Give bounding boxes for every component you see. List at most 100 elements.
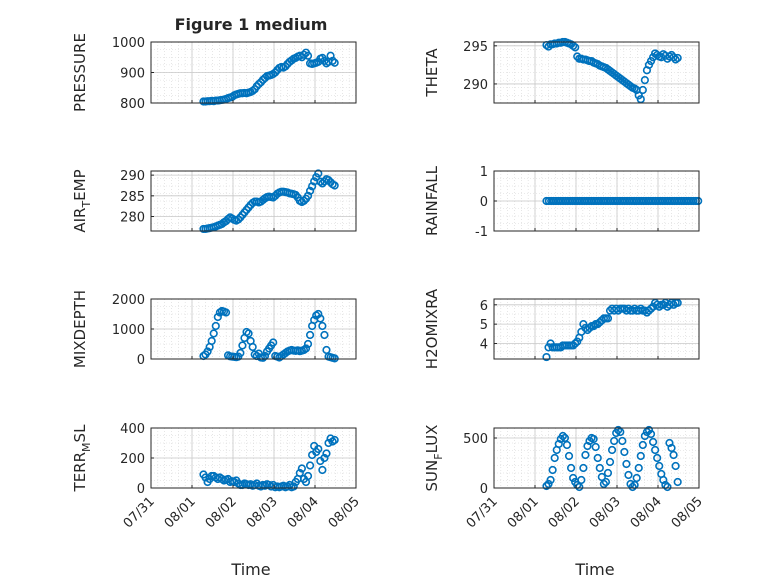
y-tick-label: 290: [120, 169, 145, 184]
data-point: [254, 79, 263, 89]
data-point: [301, 344, 311, 353]
data-point: [624, 470, 633, 480]
data-point: [305, 461, 315, 470]
data-point: [269, 338, 278, 347]
data-point: [577, 475, 586, 485]
data-point: [667, 443, 676, 453]
x-tick-label: 07/31: [121, 494, 158, 531]
data-point: [636, 304, 645, 313]
data-point: [663, 482, 672, 492]
data-point: [585, 323, 594, 333]
data-point: [642, 427, 652, 437]
data-point: [305, 330, 315, 340]
data-point: [651, 445, 660, 455]
data-point: [638, 440, 647, 450]
series-pressure: [199, 48, 339, 106]
data-point: [234, 215, 243, 224]
y-tick-label: 6: [480, 299, 488, 314]
data-point: [316, 314, 325, 323]
y-tick-label: 1: [480, 165, 488, 180]
y-tick-label: 0: [137, 353, 145, 368]
data-point: [579, 463, 588, 473]
data-point: [303, 51, 313, 60]
x-tick-label: 08/01: [505, 494, 542, 531]
series-h2omixra: [542, 298, 682, 362]
data-point: [550, 453, 559, 463]
axes-pressure: 800 900 1000 PRESSURE: [71, 33, 357, 112]
data-point: [297, 464, 306, 473]
y-tick-label: 400: [120, 422, 145, 437]
data-point: [546, 475, 555, 485]
y-axis-label: THETA: [423, 48, 441, 98]
data-point: [601, 477, 611, 487]
data-point: [673, 298, 682, 307]
data-point: [646, 429, 656, 439]
series-sun-flux: [542, 425, 682, 492]
data-point: [655, 302, 664, 311]
data-point: [295, 468, 304, 478]
data-point: [605, 457, 615, 467]
data-point: [599, 479, 608, 489]
data-point: [314, 169, 323, 178]
data-point: [673, 53, 682, 63]
y-axis-label: RAINFALL: [423, 165, 441, 236]
y-axis-label: SUNFLUX: [423, 425, 445, 492]
y-tick-label: 4: [480, 338, 488, 353]
data-point: [673, 477, 682, 487]
data-point: [589, 321, 598, 331]
y-tick-label: 800: [120, 97, 145, 112]
x-tick-label: 08/05: [326, 494, 363, 531]
x-axis-label-right: Time: [574, 560, 614, 579]
series-mixdepth: [199, 306, 339, 363]
data-point: [569, 473, 578, 483]
data-point: [544, 479, 553, 489]
y-tick-label: 5: [480, 318, 488, 333]
data-point: [299, 50, 309, 59]
axes-box: [493, 427, 700, 489]
x-tick-label: 08/01: [162, 494, 199, 531]
data-point: [593, 453, 602, 463]
y-tick-label: 900: [120, 67, 145, 82]
data-point: [318, 321, 327, 331]
data-point: [330, 354, 339, 363]
y-tick-label: 200: [120, 452, 145, 467]
data-point: [211, 321, 220, 331]
data-point: [303, 471, 313, 481]
data-point: [221, 308, 231, 317]
data-point: [562, 440, 572, 450]
data-point: [581, 450, 590, 460]
axes-rainfall: -1 0 1 RAINFALL: [423, 165, 703, 240]
data-point: [634, 463, 643, 473]
data-point: [671, 461, 680, 471]
y-tick-label: 500: [463, 432, 488, 447]
data-point: [589, 434, 598, 444]
data-point: [564, 451, 574, 461]
x-tick-label: 08/04: [628, 494, 665, 531]
data-point: [207, 336, 216, 346]
data-point: [614, 425, 623, 435]
data-point: [542, 481, 551, 491]
data-point: [644, 425, 654, 435]
data-point: [320, 453, 329, 463]
data-point: [603, 314, 613, 323]
data-point: [560, 433, 570, 443]
data-point: [314, 444, 323, 454]
data-point: [610, 436, 619, 446]
axes-h2omixra: 4 5 6 H2OMIXRA: [423, 288, 700, 369]
axes-terr-msl: 0 200 400 07/31 08/01 08/02 08/03 08/04 08/05 TER…: [71, 422, 363, 531]
data-point: [653, 453, 662, 463]
data-point: [324, 438, 333, 448]
y-tick-label: 0: [137, 482, 145, 497]
data-point: [640, 76, 649, 85]
y-axis-label: MIXDEPTH: [71, 290, 89, 368]
data-point: [308, 182, 317, 191]
data-point: [305, 186, 315, 195]
axes-sun-flux: 0 500 07/31 08/01 08/02 08/03 08/04 08/05 SUNFLU…: [423, 425, 706, 532]
data-point: [636, 451, 645, 461]
data-point: [632, 473, 641, 483]
data-point: [597, 472, 606, 482]
y-axis-label: H2OMIXRA: [423, 288, 441, 369]
data-point: [238, 341, 247, 350]
data-point: [324, 176, 333, 185]
data-point: [628, 482, 637, 492]
